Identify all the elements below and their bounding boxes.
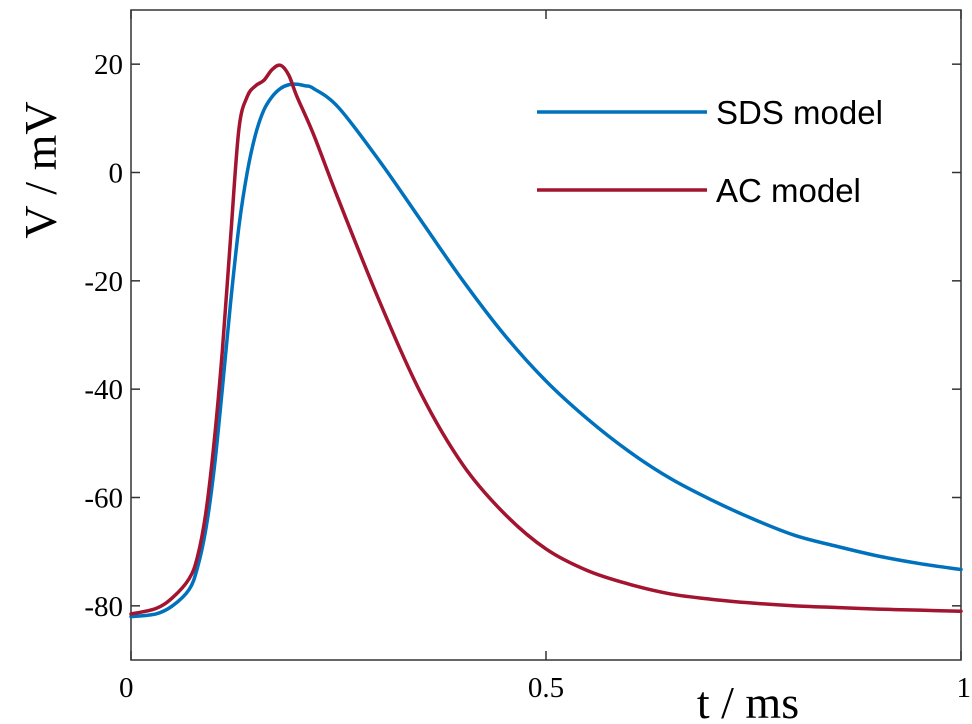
series-lines <box>129 63 963 619</box>
legend: SDS model AC model <box>537 94 883 209</box>
y-tick-label: -20 <box>84 266 123 298</box>
y-tick-label: 20 <box>94 49 123 81</box>
y-axis-title: V / mV <box>15 101 66 238</box>
y-tick-label: -60 <box>84 483 123 515</box>
series-line-ac-model <box>129 63 963 616</box>
x-tick-label: 0.5 <box>528 672 564 704</box>
y-tick-label: -80 <box>84 591 123 623</box>
y-tick-label: 0 <box>109 158 124 190</box>
x-tick-label: 1 <box>957 672 972 704</box>
ticks: -80 -60 -40 -20 0 20 0 0.5 1 <box>84 10 971 704</box>
legend-label-sds-model: SDS model <box>716 94 883 131</box>
legend-label-ac-model: AC model <box>716 172 861 209</box>
y-tick-label: -40 <box>84 374 123 406</box>
x-axis-title: t / ms <box>697 677 799 724</box>
x-tick-label: 0 <box>119 672 134 704</box>
series-line-sds-model <box>129 82 963 619</box>
